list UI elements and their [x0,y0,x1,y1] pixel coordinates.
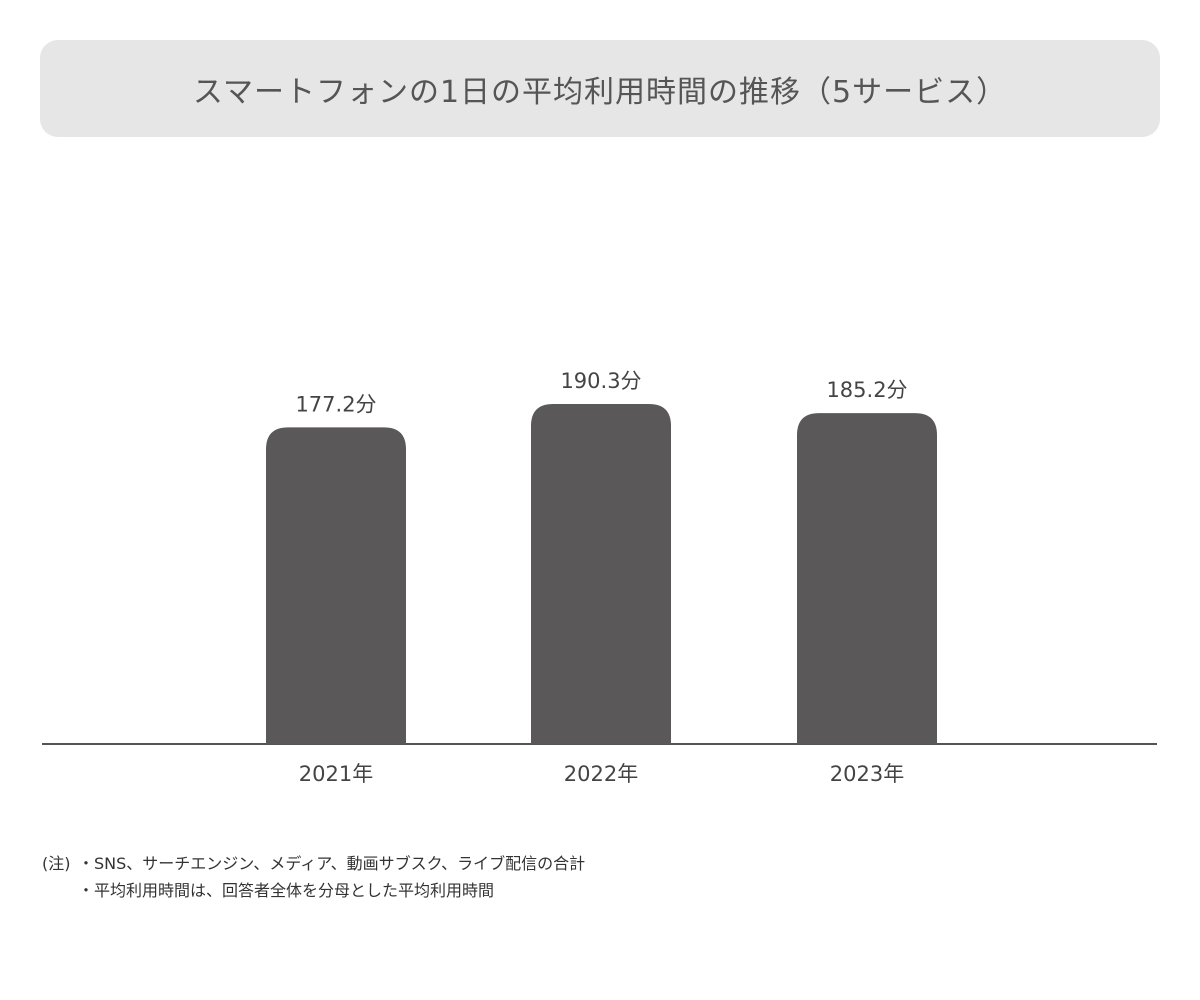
footnotes: (注) ・SNS、サーチエンジン、メディア、動画サブスク、ライブ配信の合計 (注… [42,850,585,904]
chart-title: スマートフォンの1日の平均利用時間の推移（5サービス） [192,74,1008,110]
bar-2 [797,413,937,744]
note-prefix: (注) [42,854,71,873]
bar-1 [531,404,671,744]
x-tick-label-1: 2022年 [564,762,638,786]
note-text-1: ・SNS、サーチエンジン、メディア、動画サブスク、ライブ配信の合計 [78,854,586,873]
x-tick-label-0: 2021年 [299,762,373,786]
x-tick-label-2: 2023年 [830,762,904,786]
chart-title-box: スマートフォンの1日の平均利用時間の推移（5サービス） [40,40,1160,137]
bar-0 [266,427,406,744]
bar-value-label-2: 185.2分 [826,378,907,402]
bar-value-label-0: 177.2分 [295,392,376,416]
note-text-2: ・平均利用時間は、回答者全体を分母とした平均利用時間 [78,881,495,900]
note-line-2: (注) ・平均利用時間は、回答者全体を分母とした平均利用時間 [42,877,585,904]
note-line-1: (注) ・SNS、サーチエンジン、メディア、動画サブスク、ライブ配信の合計 [42,850,585,877]
bar-value-label-1: 190.3分 [560,369,641,393]
